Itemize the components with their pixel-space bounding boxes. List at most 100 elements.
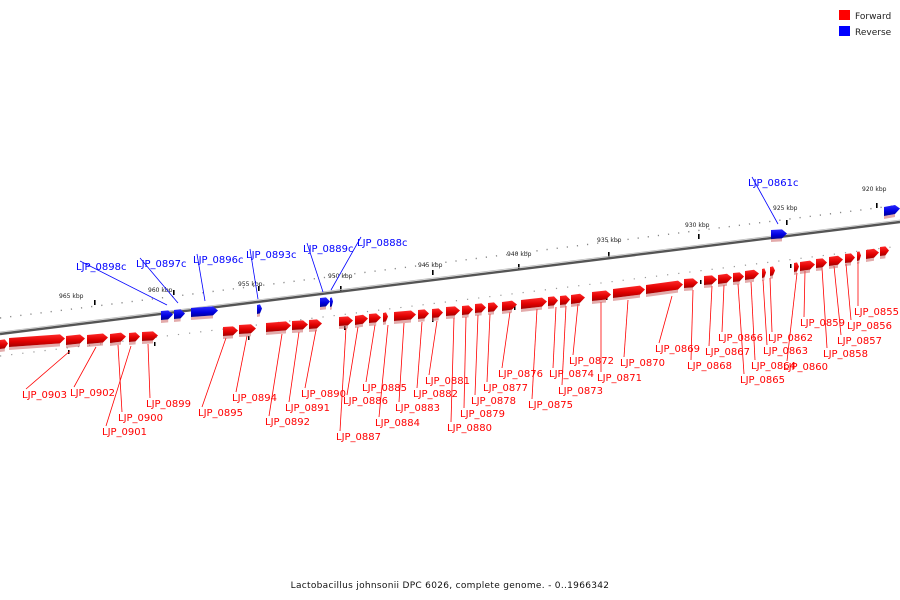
forward-gene-arrow-41[interactable] <box>829 255 843 266</box>
reverse-gene-arrow-4[interactable] <box>320 297 330 307</box>
gene-label-ljp_0881[interactable]: LJP_0881 <box>425 376 470 387</box>
gene-label-ljp_0871[interactable]: LJP_0871 <box>597 373 642 384</box>
gene-label-ljp_0873[interactable]: LJP_0873 <box>558 386 603 397</box>
gene-label-ljp_0860[interactable]: LJP_0860 <box>783 362 828 373</box>
reverse-gene-arrow-2[interactable] <box>191 306 218 317</box>
gene-label-ljp_0856[interactable]: LJP_0856 <box>847 321 892 332</box>
forward-gene-arrow-1[interactable] <box>9 334 65 347</box>
gene-label-ljp_0896c[interactable]: LJP_0896c <box>193 255 244 266</box>
forward-gene-arrow-37[interactable] <box>770 266 775 276</box>
gene-label-ljp_0855[interactable]: LJP_0855 <box>854 307 899 318</box>
gene-label-ljp_0893c[interactable]: LJP_0893c <box>246 250 297 261</box>
forward-gene-arrow-23[interactable] <box>502 300 517 311</box>
forward-gene-arrow-25[interactable] <box>548 296 558 306</box>
gene-label-ljp_0870[interactable]: LJP_0870 <box>620 358 665 369</box>
forward-gene-arrow-36[interactable] <box>762 268 766 278</box>
gene-label-ljp_0892[interactable]: LJP_0892 <box>265 417 310 428</box>
forward-gene-arrow-44[interactable] <box>866 248 879 259</box>
forward-gene-arrow-14[interactable] <box>369 313 381 323</box>
forward-gene-arrow-33[interactable] <box>718 273 732 284</box>
gene-label-ljp_0858[interactable]: LJP_0858 <box>823 349 868 360</box>
forward-gene-arrow-11[interactable] <box>309 319 322 329</box>
reverse-gene-arrow-0[interactable] <box>161 310 173 320</box>
gene-label-ljp_0894[interactable]: LJP_0894 <box>232 393 277 404</box>
gene-label-ljp_0887[interactable]: LJP_0887 <box>336 432 381 443</box>
forward-gene-arrow-6[interactable] <box>142 331 158 341</box>
forward-gene-arrow-45[interactable] <box>880 246 889 256</box>
gene-label-ljp_0886[interactable]: LJP_0886 <box>343 396 388 407</box>
gene-label-ljp_0877[interactable]: LJP_0877 <box>483 383 528 394</box>
forward-gene-arrow-26[interactable] <box>560 295 570 305</box>
forward-gene-arrow-20[interactable] <box>462 305 473 315</box>
gene-label-ljp_0898c[interactable]: LJP_0898c <box>76 262 127 273</box>
gene-label-ljp_0867[interactable]: LJP_0867 <box>705 347 750 358</box>
forward-gene-arrow-32[interactable] <box>704 275 717 285</box>
gene-label-ljp_0901[interactable]: LJP_0901 <box>102 427 147 438</box>
forward-gene-arrow-35[interactable] <box>745 269 759 280</box>
forward-gene-arrow-22[interactable] <box>488 302 498 312</box>
gene-label-ljp_0888c[interactable]: LJP_0888c <box>357 238 408 249</box>
gene-label-ljp_0884[interactable]: LJP_0884 <box>375 418 420 429</box>
gene-label-ljp_0872[interactable]: LJP_0872 <box>569 356 614 367</box>
gene-label-ljp_0878[interactable]: LJP_0878 <box>471 396 516 407</box>
forward-gene-arrow-9[interactable] <box>266 321 291 332</box>
forward-gene-arrow-3[interactable] <box>87 333 108 344</box>
gene-label-ljp_0880[interactable]: LJP_0880 <box>447 423 492 434</box>
gene-label-ljp_0869[interactable]: LJP_0869 <box>655 344 700 355</box>
forward-gene-arrow-8[interactable] <box>239 324 256 334</box>
gene-label-ljp_0897c[interactable]: LJP_0897c <box>136 259 187 270</box>
gene-label-ljp_0876[interactable]: LJP_0876 <box>498 369 543 380</box>
forward-gene-arrow-10[interactable] <box>292 320 308 330</box>
gene-label-ljp_0899[interactable]: LJP_0899 <box>146 399 191 410</box>
forward-gene-arrow-13[interactable] <box>355 314 368 325</box>
forward-gene-arrow-4[interactable] <box>110 332 126 343</box>
gene-label-ljp_0879[interactable]: LJP_0879 <box>460 409 505 420</box>
forward-gene-arrow-2[interactable] <box>66 334 85 345</box>
forward-gene-arrow-28[interactable] <box>592 290 611 301</box>
forward-gene-arrow-7[interactable] <box>223 326 238 336</box>
gene-label-ljp_0863[interactable]: LJP_0863 <box>763 346 808 357</box>
forward-gene-arrow-30[interactable] <box>646 280 683 294</box>
gene-label-ljp_0865[interactable]: LJP_0865 <box>740 375 785 386</box>
gene-label-ljp_0902[interactable]: LJP_0902 <box>70 388 115 399</box>
forward-gene-arrow-19[interactable] <box>446 306 460 316</box>
gene-label-ljp_0859[interactable]: LJP_0859 <box>800 318 845 329</box>
reverse-gene-arrow-5[interactable] <box>330 297 333 307</box>
gene-label-ljp_0861c[interactable]: LJP_0861c <box>748 178 799 189</box>
gene-label-ljp_0868[interactable]: LJP_0868 <box>687 361 732 372</box>
gene-label-ljp_0862[interactable]: LJP_0862 <box>768 333 813 344</box>
gene-label-ljp_0903[interactable]: LJP_0903 <box>22 390 67 401</box>
forward-gene-arrow-39[interactable] <box>800 260 815 271</box>
forward-gene-arrow-12[interactable] <box>339 316 353 326</box>
gene-label-ljp_0890[interactable]: LJP_0890 <box>301 389 346 400</box>
gene-label-ljp_0864[interactable]: LJP_0864 <box>751 361 796 372</box>
forward-gene-arrow-18[interactable] <box>432 308 443 318</box>
forward-gene-arrow-38[interactable] <box>794 262 799 272</box>
reverse-gene-arrow-3[interactable] <box>257 304 262 314</box>
reverse-gene-arrow-7[interactable] <box>884 204 900 216</box>
forward-gene-arrow-21[interactable] <box>475 303 486 313</box>
forward-gene-arrow-43[interactable] <box>857 251 861 261</box>
forward-gene-arrow-0[interactable] <box>0 339 8 349</box>
gene-label-ljp_0895[interactable]: LJP_0895 <box>198 408 243 419</box>
gene-label-ljp_0874[interactable]: LJP_0874 <box>549 369 594 380</box>
forward-gene-arrow-5[interactable] <box>129 332 140 342</box>
forward-gene-arrow-24[interactable] <box>521 297 547 309</box>
forward-gene-arrow-16[interactable] <box>394 310 416 321</box>
gene-label-ljp_0889c[interactable]: LJP_0889c <box>303 244 354 255</box>
forward-gene-arrow-17[interactable] <box>418 309 429 319</box>
forward-gene-arrow-42[interactable] <box>845 253 855 263</box>
reverse-gene-arrow-6[interactable] <box>771 229 787 239</box>
forward-gene-arrow-31[interactable] <box>684 278 698 288</box>
gene-label-ljp_0866[interactable]: LJP_0866 <box>718 333 763 344</box>
gene-label-ljp_0883[interactable]: LJP_0883 <box>395 403 440 414</box>
gene-label-ljp_0885[interactable]: LJP_0885 <box>362 383 407 394</box>
gene-label-ljp_0857[interactable]: LJP_0857 <box>837 336 882 347</box>
forward-gene-arrow-40[interactable] <box>816 258 827 268</box>
gene-label-ljp_0882[interactable]: LJP_0882 <box>413 389 458 400</box>
forward-gene-arrow-34[interactable] <box>733 272 744 282</box>
gene-label-ljp_0891[interactable]: LJP_0891 <box>285 403 330 414</box>
forward-gene-arrow-27[interactable] <box>571 293 585 304</box>
gene-label-ljp_0875[interactable]: LJP_0875 <box>528 400 573 411</box>
gene-label-ljp_0900[interactable]: LJP_0900 <box>118 413 163 424</box>
